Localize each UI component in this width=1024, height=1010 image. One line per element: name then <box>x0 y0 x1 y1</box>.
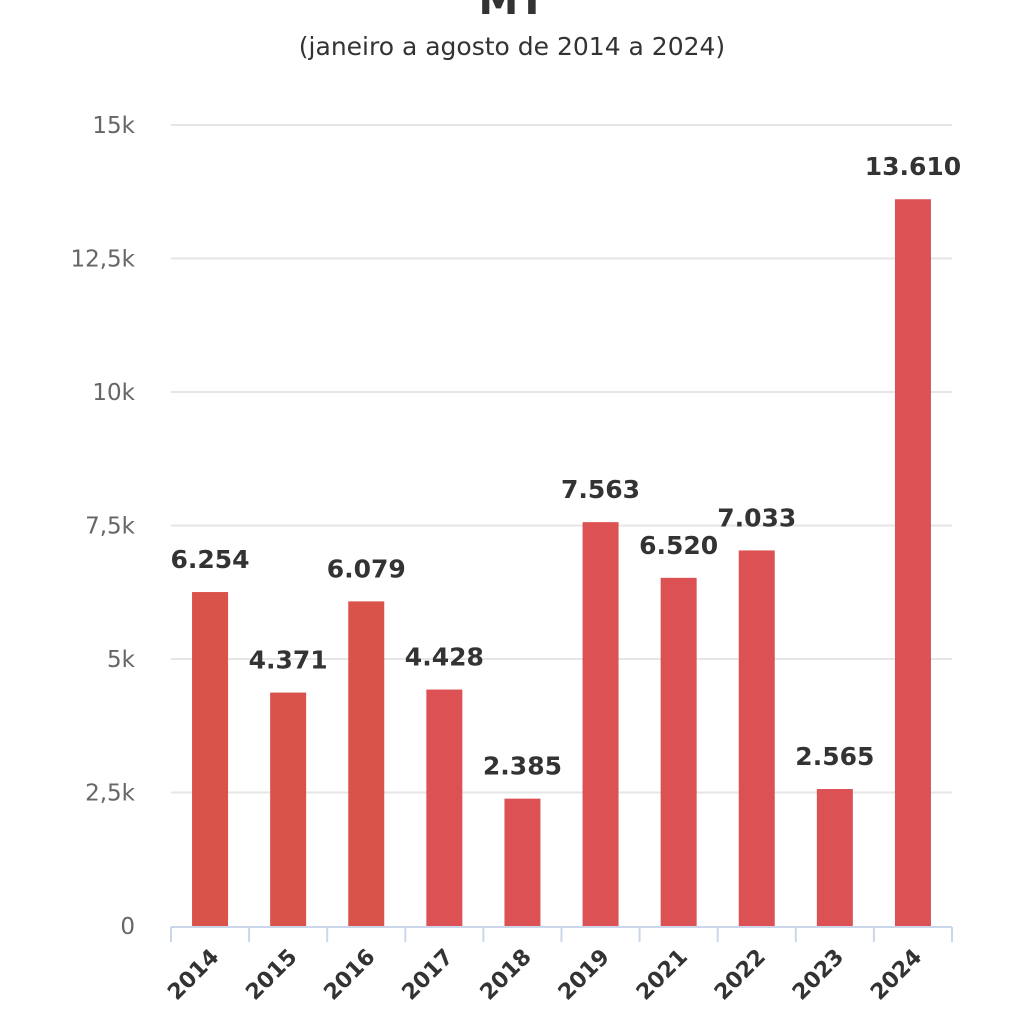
x-axis: 2014 2015 2016 2017 2018 2019 2021 2022 2023 2024 <box>163 926 953 1006</box>
data-label: 4.428 <box>405 643 484 672</box>
bars <box>192 199 931 926</box>
y-tick-label: 5k <box>107 647 136 673</box>
bar <box>816 789 853 926</box>
x-tick-label: 2018 <box>476 945 537 1006</box>
x-tick-label: 2019 <box>554 945 615 1006</box>
chart-title: MT <box>478 0 546 24</box>
chart-subtitle: (janeiro a agosto de 2014 a 2024) <box>298 32 726 61</box>
y-tick-label: 10k <box>92 380 135 406</box>
data-label: 2.565 <box>795 742 874 771</box>
data-label: 13.610 <box>865 152 961 181</box>
y-tick-label: 2,5k <box>85 781 136 807</box>
x-tick-label: 2022 <box>710 945 771 1006</box>
data-label: 6.254 <box>171 545 250 574</box>
bar <box>348 601 385 926</box>
bar <box>192 592 229 926</box>
y-tick-label: 0 <box>120 914 135 940</box>
bar <box>894 199 931 926</box>
bar <box>504 798 541 926</box>
bar <box>270 692 307 926</box>
bar <box>660 577 697 926</box>
data-labels: 6.254 4.371 6.079 4.428 2.385 7.563 6.5207.033… <box>171 152 962 780</box>
y-axis: 0 2,5k 5k 7,5k 10k 12,5k 15k <box>70 113 135 940</box>
y-tick-label: 7,5k <box>85 514 136 540</box>
x-tick-label: 2016 <box>320 945 381 1006</box>
data-label: 2.385 <box>483 752 562 781</box>
x-tick-label: 2017 <box>398 945 459 1006</box>
x-tick-label: 2014 <box>163 945 224 1006</box>
bar <box>738 550 775 926</box>
bar <box>582 522 619 926</box>
data-label: 6.079 <box>327 554 406 583</box>
data-label: 7.033 <box>717 503 796 532</box>
x-tick-label: 2023 <box>788 945 849 1006</box>
data-label: 4.371 <box>249 646 328 675</box>
y-tick-label: 15k <box>92 113 135 139</box>
x-tick-label: 2021 <box>632 945 693 1006</box>
bar <box>426 689 463 926</box>
x-tick-label: 2015 <box>241 945 302 1006</box>
data-label: 6.520 <box>639 531 718 560</box>
gridlines <box>171 124 952 794</box>
data-label: 7.563 <box>561 475 640 504</box>
y-tick-label: 12,5k <box>70 247 135 273</box>
x-tick-label: 2024 <box>866 945 927 1006</box>
